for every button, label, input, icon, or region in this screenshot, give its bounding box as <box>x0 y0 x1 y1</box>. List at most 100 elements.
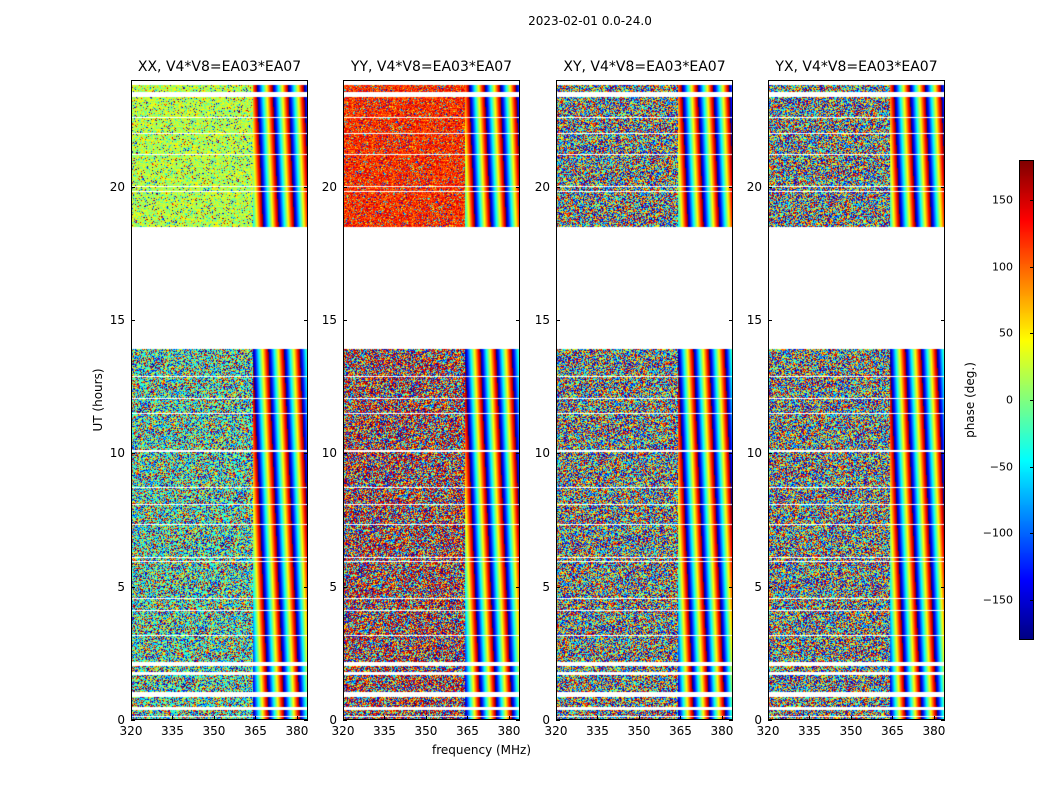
panel-title: YY, V4*V8=EA03*EA07 <box>350 59 513 75</box>
x-tick-mark <box>850 716 852 720</box>
x-tick-label: 335 <box>373 724 396 738</box>
colorbar-tick-mark <box>1030 533 1034 535</box>
x-tick-mark <box>172 716 174 720</box>
y-tick-label: 20 <box>109 179 125 194</box>
y-tick-mark <box>131 186 135 188</box>
x-tick-label: 350 <box>839 724 863 738</box>
x-tick-mark <box>384 716 386 720</box>
y-tick-label: 20 <box>746 179 762 194</box>
colorbar-tick-label: 50 <box>999 326 1013 340</box>
x-tick-label: 320 <box>119 724 143 738</box>
colorbar-tick-label: −150 <box>982 593 1013 607</box>
y-tick-label: 0 <box>542 713 550 727</box>
y-tick-mark <box>343 586 347 588</box>
phase-heatmap <box>343 80 520 720</box>
y-tick-mark <box>941 720 945 721</box>
colorbar-tick-mark <box>1030 400 1034 401</box>
y-tick-mark <box>768 720 772 721</box>
y-tick-label: 15 <box>321 313 337 327</box>
x-tick-mark <box>508 716 510 720</box>
y-tick-label: 0 <box>754 713 762 727</box>
x-tick-label: 380 <box>710 724 734 738</box>
y-tick-mark <box>304 186 308 188</box>
y-tick-mark <box>304 720 308 721</box>
y-tick-mark <box>516 720 520 721</box>
y-tick-mark <box>729 720 733 721</box>
y-tick-mark <box>941 586 945 588</box>
x-tick-label: 335 <box>586 724 609 738</box>
x-tick-label: 320 <box>544 724 568 738</box>
y-tick-mark <box>131 586 135 588</box>
y-tick-mark <box>941 186 945 188</box>
x-tick-label: 365 <box>881 724 904 738</box>
y-tick-label: 5 <box>329 579 337 594</box>
x-tick-mark <box>556 716 557 720</box>
x-tick-mark <box>933 716 935 720</box>
colorbar-tick-label: 0 <box>1006 393 1013 407</box>
x-tick-label: 380 <box>922 724 946 738</box>
y-tick-mark <box>304 586 308 588</box>
y-tick-mark <box>516 586 520 588</box>
phase-heatmap <box>556 80 733 720</box>
y-tick-mark <box>768 453 772 455</box>
x-tick-mark <box>425 716 427 720</box>
y-tick-mark <box>343 320 347 321</box>
x-tick-label: 365 <box>669 724 692 738</box>
y-tick-mark <box>768 586 772 588</box>
y-tick-mark <box>729 320 733 321</box>
x-tick-mark <box>892 716 894 720</box>
y-axis-label: UT (hours) <box>91 368 105 432</box>
x-tick-mark <box>809 716 811 720</box>
colorbar-tick-mark <box>1030 333 1034 335</box>
colorbar-tick-label: −100 <box>982 526 1013 540</box>
panel-title: YX, V4*V8=EA03*EA07 <box>775 59 938 75</box>
y-tick-label: 15 <box>746 313 762 327</box>
y-tick-mark <box>343 453 347 455</box>
y-tick-mark <box>343 186 347 188</box>
x-tick-mark <box>255 716 257 720</box>
x-tick-label: 335 <box>798 724 821 738</box>
colorbar-tick-label: 150 <box>992 193 1013 207</box>
y-tick-mark <box>556 586 560 588</box>
x-tick-label: 350 <box>414 724 438 738</box>
x-tick-mark <box>343 716 344 720</box>
x-tick-label: 320 <box>331 724 355 738</box>
phase-heatmap <box>131 80 308 720</box>
colorbar-label: phase (deg.) <box>963 362 977 438</box>
colorbar-tick-label: 100 <box>992 260 1013 274</box>
x-tick-mark <box>597 716 599 720</box>
y-tick-label: 0 <box>329 713 337 727</box>
colorbar-gradient <box>1019 160 1034 640</box>
colorbar-tick-mark <box>1030 600 1034 601</box>
x-tick-mark <box>213 716 215 720</box>
y-tick-label: 20 <box>534 179 550 194</box>
figure-suptitle: 2023-02-01 0.0-24.0 <box>528 14 652 28</box>
y-tick-mark <box>131 320 135 321</box>
y-tick-mark <box>941 320 945 321</box>
y-tick-mark <box>729 586 733 588</box>
x-tick-label: 335 <box>161 724 184 738</box>
y-tick-mark <box>556 320 560 321</box>
y-tick-label: 20 <box>321 179 337 194</box>
x-axis-label: frequency (MHz) <box>432 743 532 757</box>
phase-heatmap <box>768 80 945 720</box>
colorbar-tick-mark <box>1030 266 1034 268</box>
y-tick-label: 5 <box>117 579 125 594</box>
y-tick-mark <box>304 453 308 455</box>
y-tick-label: 5 <box>754 579 762 594</box>
x-tick-mark <box>768 716 769 720</box>
y-tick-mark <box>131 720 135 721</box>
y-tick-mark <box>516 453 520 455</box>
y-tick-label: 10 <box>534 446 550 461</box>
y-tick-mark <box>516 186 520 188</box>
y-tick-label: 10 <box>109 446 125 461</box>
x-tick-label: 350 <box>202 724 226 738</box>
x-tick-label: 365 <box>456 724 479 738</box>
x-tick-mark <box>721 716 723 720</box>
x-tick-mark <box>131 716 132 720</box>
y-tick-label: 0 <box>117 713 125 727</box>
y-tick-mark <box>304 320 308 321</box>
x-tick-mark <box>680 716 682 720</box>
y-tick-label: 10 <box>321 446 337 461</box>
